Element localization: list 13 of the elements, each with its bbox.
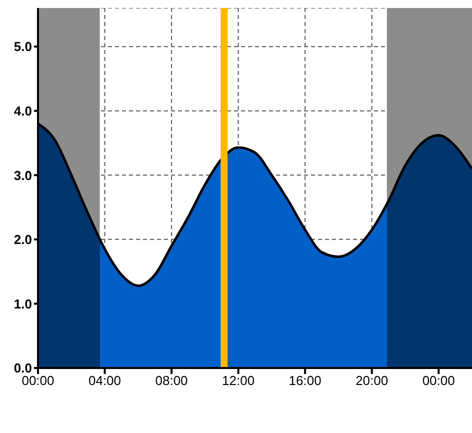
x-tick-label: 00:00 bbox=[22, 373, 54, 388]
x-tick-label: 00:00 bbox=[422, 373, 455, 388]
y-tick-label: 4.0 bbox=[14, 103, 32, 118]
x-tick-label: 16:00 bbox=[288, 373, 322, 388]
y-tick-label: 1.0 bbox=[14, 296, 32, 312]
x-tick-label: 20:00 bbox=[356, 373, 388, 388]
y-tick-label: 5.0 bbox=[14, 39, 32, 54]
y-tick-label: 0.0 bbox=[14, 360, 32, 376]
x-tick-label: 08:00 bbox=[155, 373, 188, 388]
x-tick-label: 12:00 bbox=[222, 373, 255, 388]
y-tick-label: 3.0 bbox=[14, 168, 32, 183]
x-tick-label: 04:00 bbox=[88, 373, 122, 388]
y-tick-label: 2.0 bbox=[14, 232, 32, 248]
